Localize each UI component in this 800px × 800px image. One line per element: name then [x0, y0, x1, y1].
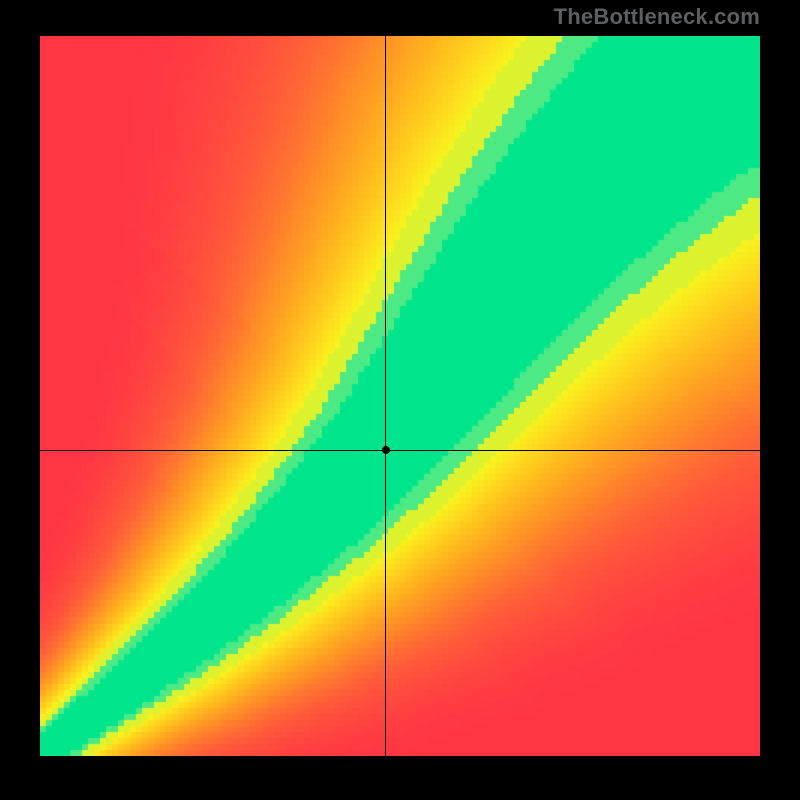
crosshair-vertical: [385, 36, 386, 756]
crosshair-point: [382, 446, 390, 454]
plot-area: [40, 36, 760, 756]
heatmap-canvas: [40, 36, 760, 756]
watermark-text: TheBottleneck.com: [554, 4, 760, 30]
crosshair-horizontal: [40, 450, 760, 451]
chart-container: TheBottleneck.com: [0, 0, 800, 800]
